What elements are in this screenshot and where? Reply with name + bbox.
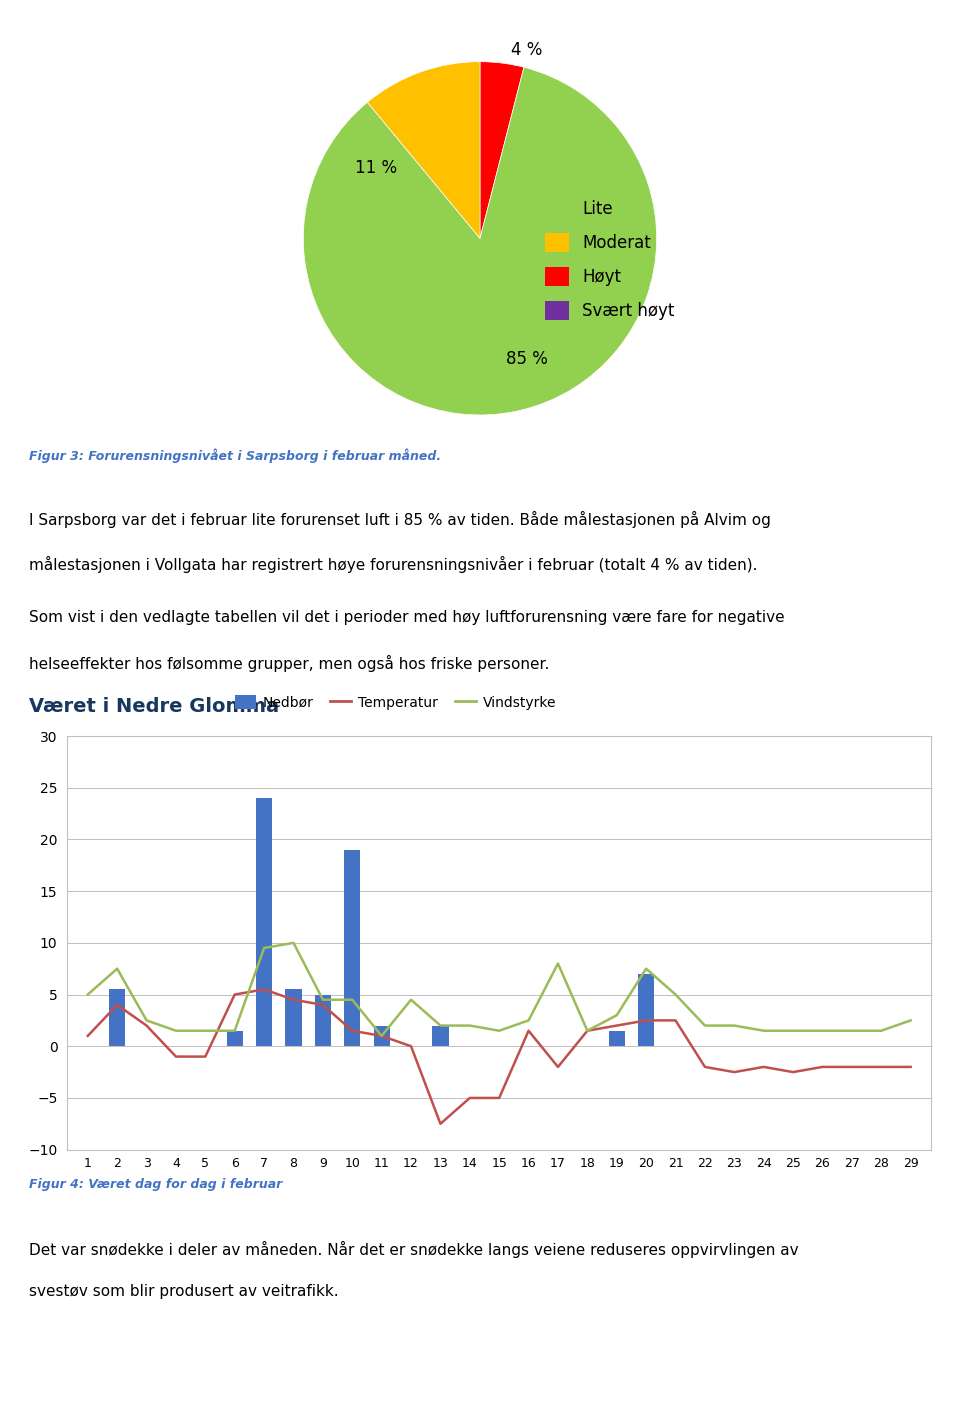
- Text: Figur 3: Forurensningsnivået i Sarpsborg i februar måned.: Figur 3: Forurensningsnivået i Sarpsborg…: [29, 449, 441, 463]
- Bar: [432, 1026, 448, 1046]
- Wedge shape: [303, 67, 657, 415]
- Bar: [345, 850, 360, 1046]
- Bar: [638, 974, 654, 1046]
- Text: 85 %: 85 %: [506, 350, 548, 369]
- Text: svestøv som blir produsert av veitrafikk.: svestøv som blir produsert av veitrafikk…: [29, 1284, 339, 1298]
- Bar: [609, 1030, 625, 1046]
- Text: Været i Nedre Glomma: Været i Nedre Glomma: [29, 697, 279, 716]
- Text: Det var snødekke i deler av måneden. Når det er snødekke langs veiene reduseres : Det var snødekke i deler av måneden. Når…: [29, 1241, 799, 1258]
- Legend: Nedbør, Temperatur, Vindstyrke: Nedbør, Temperatur, Vindstyrke: [229, 690, 562, 715]
- Text: 4 %: 4 %: [512, 41, 542, 59]
- Text: helseeffekter hos følsomme grupper, men også hos friske personer.: helseeffekter hos følsomme grupper, men …: [29, 655, 549, 672]
- Text: 11 %: 11 %: [354, 158, 396, 177]
- Text: I Sarpsborg var det i februar lite forurenset luft i 85 % av tiden. Både målesta: I Sarpsborg var det i februar lite forur…: [29, 512, 771, 529]
- Bar: [285, 990, 301, 1046]
- Legend: Lite, Moderat, Høyt, Svært høyt: Lite, Moderat, Høyt, Svært høyt: [539, 192, 682, 327]
- Bar: [373, 1026, 390, 1046]
- Wedge shape: [368, 62, 480, 238]
- Wedge shape: [480, 62, 524, 238]
- Text: målestasjonen i Vollgata har registrert høye forurensningsnivåer i februar (tota: målestasjonen i Vollgata har registrert …: [29, 557, 757, 573]
- Bar: [227, 1030, 243, 1046]
- Text: Som vist i den vedlagte tabellen vil det i perioder med høy luftforurensning vær: Som vist i den vedlagte tabellen vil det…: [29, 610, 784, 625]
- Bar: [315, 994, 331, 1046]
- Text: Figur 4: Været dag for dag i februar: Figur 4: Været dag for dag i februar: [29, 1178, 282, 1190]
- Bar: [109, 990, 125, 1046]
- Bar: [256, 798, 273, 1046]
